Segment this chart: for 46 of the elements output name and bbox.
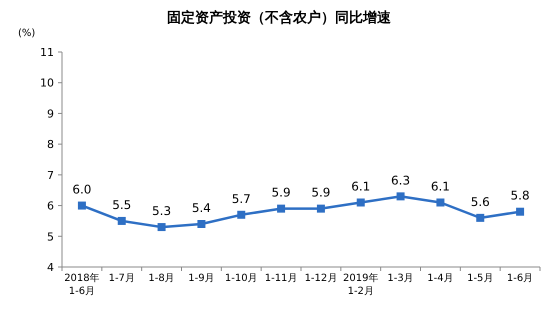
x-tick-label: 1-4月 [427, 273, 454, 284]
x-tick-label: 1-3月 [387, 273, 414, 284]
data-label: 5.5 [112, 198, 132, 212]
y-tick-label: 8 [47, 138, 54, 152]
data-label: 6.0 [72, 182, 92, 197]
data-label: 5.7 [232, 192, 251, 206]
x-tick-label: 1-12月 [304, 273, 338, 284]
data-label: 6.3 [391, 173, 410, 188]
data-label: 5.3 [152, 204, 172, 218]
data-label: 5.9 [311, 186, 330, 200]
point [197, 220, 206, 228]
point [118, 216, 126, 225]
x-tick-label: 1-10月 [224, 273, 258, 284]
data-label: 5.9 [272, 186, 291, 200]
y-tick-label: 9 [47, 107, 54, 120]
data-label: 6.1 [351, 180, 370, 194]
x-tick-label: 1-9月 [188, 273, 215, 284]
x-tick-label: 1-6月 [506, 273, 534, 284]
x-tick-label: 2019年 1-2月 [343, 272, 378, 297]
point [356, 198, 365, 206]
x-tick-label: 2018年 1-6月 [64, 272, 100, 297]
x-tick-label: 1-8月 [148, 273, 175, 284]
point [316, 204, 325, 213]
y-axis-title: (%) [18, 28, 36, 39]
x-tick-label: 1-11月 [264, 273, 298, 284]
x-tick-label: 1-7月 [108, 273, 135, 284]
y-tick-label: 11 [40, 46, 54, 59]
y-tick-label: 5 [47, 230, 54, 244]
y-tick-label: 10 [40, 76, 54, 90]
point [476, 214, 484, 222]
point [516, 208, 524, 216]
data-label: 5.4 [192, 201, 211, 215]
y-tick-label: 4 [47, 261, 54, 274]
point [158, 223, 166, 232]
point [277, 204, 286, 213]
y-tick-label: 6 [47, 200, 54, 213]
data-label: 5.8 [510, 188, 530, 203]
point [396, 192, 405, 200]
x-tick-label: 1-5月 [467, 273, 494, 284]
point [436, 198, 444, 206]
data-label: 6.1 [430, 180, 450, 194]
data-label: 5.6 [470, 194, 490, 209]
y-tick-label: 7 [47, 168, 54, 182]
chart-title: 固定资产投资（不含农户）同比增速 [167, 9, 392, 26]
point [237, 210, 246, 219]
point [78, 202, 86, 210]
